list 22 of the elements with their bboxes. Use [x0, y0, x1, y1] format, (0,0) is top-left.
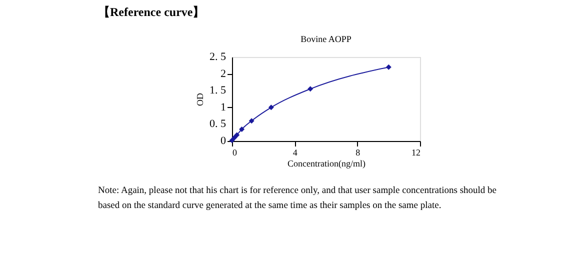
point — [239, 126, 245, 132]
point — [234, 132, 240, 138]
point — [232, 134, 238, 140]
y-tick-label: 1 — [220, 101, 226, 114]
x-tick-label: 4 — [292, 148, 298, 158]
y-tick-label: 1. 5 — [210, 84, 226, 97]
y-tick-label: 0 — [220, 135, 226, 147]
y-tick-label: 0. 5 — [210, 118, 226, 130]
chart-title: Bovine AOPP — [300, 34, 352, 44]
text: Note: Again, please not that his chart is for reference only, and that user sample concentrations should be based on the standard curve generated at the same time as their samples on the same plate. — [98, 186, 497, 211]
y-axis-title: OD — [195, 92, 205, 106]
point — [386, 64, 392, 70]
point — [268, 104, 274, 110]
text: 【Reference curve】 — [98, 5, 205, 19]
x-axis-title: Concentration(ng/ml) — [288, 158, 366, 168]
x-tick-label: 8 — [356, 148, 361, 158]
y-tick-label: 2 — [220, 68, 226, 80]
x-tick-label: 0 — [232, 148, 238, 158]
y-tick-label: 2. 5 — [210, 51, 226, 63]
point — [248, 118, 254, 124]
point — [308, 86, 314, 92]
x-tick-label: 12 — [412, 148, 420, 158]
